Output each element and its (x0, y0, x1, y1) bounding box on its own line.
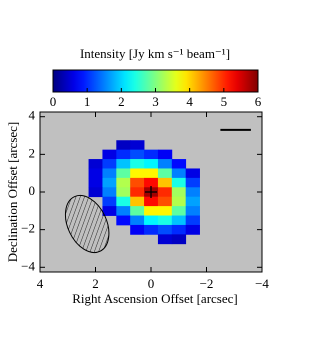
colorbar-tick-label: 0 (50, 94, 57, 109)
map-pixel (144, 206, 159, 216)
map-pixel (185, 206, 200, 216)
map-pixel (185, 177, 200, 188)
map-pixel (102, 168, 117, 179)
map-pixel (130, 206, 145, 216)
y-tick-label: 2 (29, 145, 36, 160)
map-pixel (144, 177, 159, 188)
x-tick-label: 4 (37, 276, 44, 291)
map-pixel (88, 159, 103, 169)
map-pixel (157, 206, 173, 216)
map-pixel (116, 206, 131, 216)
map-pixel (185, 168, 200, 179)
map-pixel (171, 196, 187, 207)
map-pixel (116, 168, 131, 179)
map-pixel (171, 215, 187, 226)
map-pixel (116, 140, 131, 151)
y-tick-label: 0 (29, 183, 36, 198)
map-pixel (157, 196, 173, 207)
x-tick-label: −2 (200, 276, 214, 291)
map-pixel (88, 187, 103, 198)
map-pixel (130, 177, 145, 188)
map-pixel (144, 159, 159, 169)
map-pixel (157, 149, 173, 160)
map-pixel (157, 215, 173, 226)
map-pixel (130, 196, 145, 207)
map-pixel (171, 177, 187, 188)
map-pixel (116, 215, 131, 226)
map-pixel (130, 149, 145, 160)
map-pixel (185, 215, 200, 226)
y-tick-label: −2 (21, 221, 35, 236)
map-pixel (144, 168, 159, 179)
map-pixel (185, 187, 200, 198)
map-pixel (102, 196, 117, 207)
map-pixel (144, 196, 159, 207)
map-pixel (185, 196, 200, 207)
colorbar-tick-label: 5 (221, 94, 228, 109)
map-pixel (130, 215, 145, 226)
map-pixel (171, 168, 187, 179)
map-pixel (157, 187, 173, 198)
map-pixel (88, 177, 103, 188)
map-pixel (116, 159, 131, 169)
map-pixel (157, 177, 173, 188)
beam (64, 194, 110, 254)
colorbar-label: Intensity [Jy km s⁻¹ beam⁻¹] (80, 46, 230, 61)
map-pixel (116, 177, 131, 188)
center-marker (145, 186, 157, 198)
map-pixel (130, 168, 145, 179)
colorbar-tick-label: 6 (255, 94, 262, 109)
y-axis-label: Declination Offset [arcsec] (5, 122, 20, 263)
x-axis-label: Right Ascension Offset [arcsec] (72, 291, 237, 306)
map-pixel (171, 224, 187, 235)
y-tick-label: −4 (21, 258, 35, 273)
colorbar-tick-label: 3 (152, 94, 159, 109)
map-pixel (102, 159, 117, 169)
map-pixel (88, 168, 103, 179)
map-pixel (171, 159, 187, 169)
map-pixel (130, 224, 145, 235)
x-tick-label: 2 (92, 276, 99, 291)
map-pixel (116, 149, 131, 160)
colorbar-tick-label: 4 (186, 94, 193, 109)
map-pixel (102, 149, 117, 160)
map-pixel (130, 159, 145, 169)
map-pixel (171, 206, 187, 216)
map-pixel (144, 215, 159, 226)
map-pixel (116, 196, 131, 207)
map-pixel (171, 234, 187, 245)
chart: Intensity [Jy km s⁻¹ beam⁻¹] Declination… (5, 46, 269, 306)
colorbar-tick-label: 1 (84, 94, 91, 109)
map-pixel (171, 187, 187, 198)
map-pixel (130, 187, 145, 198)
map-pixel (157, 234, 173, 245)
map-pixel (116, 187, 131, 198)
map-pixel (185, 224, 200, 235)
colorbar-tick-label: 2 (118, 94, 125, 109)
map-pixel (144, 224, 159, 235)
x-tick-label: 0 (148, 276, 155, 291)
x-tick-label: −4 (255, 276, 269, 291)
map-pixel (157, 168, 173, 179)
map-pixel (102, 187, 117, 198)
map-pixel (144, 149, 159, 160)
y-tick-label: 4 (29, 108, 36, 123)
map-pixel (130, 140, 145, 151)
map-pixel (157, 159, 173, 169)
map-pixel (157, 224, 173, 235)
map-pixel (102, 177, 117, 188)
map-pixel (102, 206, 117, 216)
